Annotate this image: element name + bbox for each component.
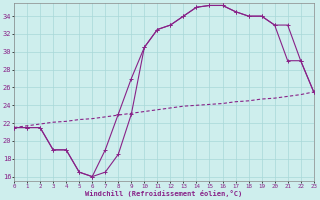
X-axis label: Windchill (Refroidissement éolien,°C): Windchill (Refroidissement éolien,°C) — [85, 190, 243, 197]
